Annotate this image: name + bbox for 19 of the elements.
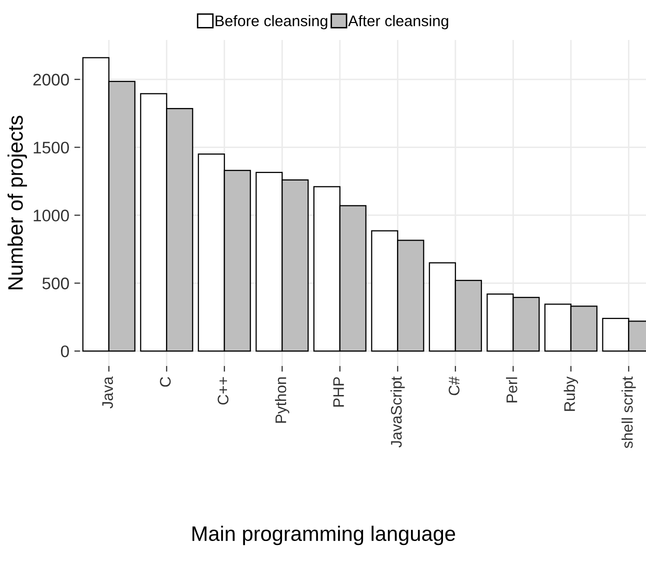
y-tick-label: 0 bbox=[60, 345, 69, 358]
x-tick-label: Ruby bbox=[564, 376, 578, 411]
x-axis-title: Main programming language bbox=[192, 526, 456, 546]
y-axis-title: Number of projects bbox=[8, 116, 27, 290]
x-tick-label: Python bbox=[275, 377, 290, 423]
x-tick-label: C bbox=[160, 377, 171, 387]
x-tick-label: Perl bbox=[506, 377, 518, 402]
y-tick-label: 2000 bbox=[33, 74, 69, 86]
legend-label: Before cleansing bbox=[216, 15, 328, 30]
y-tick-label: 1000 bbox=[34, 210, 69, 222]
x-tick-label: C# bbox=[448, 376, 460, 396]
x-tick-label: PHP bbox=[333, 377, 344, 407]
x-tick-label: JavaScript bbox=[390, 376, 405, 448]
y-tick-label: 500 bbox=[42, 278, 69, 290]
x-tick-label: Java bbox=[102, 376, 113, 408]
legend-label: After cleansing bbox=[348, 15, 448, 30]
y-tick-label: 1500 bbox=[34, 142, 69, 154]
x-tick-label: C++ bbox=[218, 377, 228, 405]
x-tick-label: shell script bbox=[622, 376, 636, 448]
